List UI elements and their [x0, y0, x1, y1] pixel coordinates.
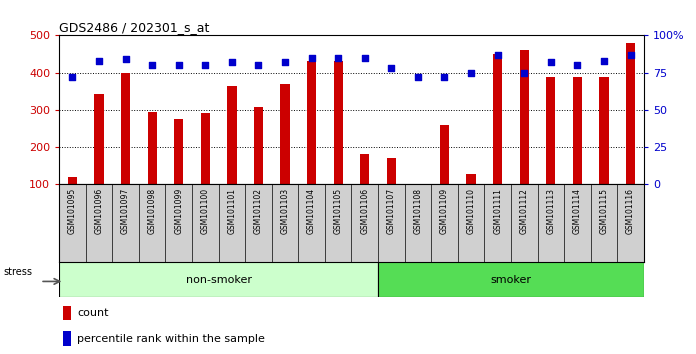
- Bar: [493, 54, 503, 184]
- Text: GDS2486 / 202301_s_at: GDS2486 / 202301_s_at: [59, 21, 209, 34]
- Bar: [519, 50, 529, 184]
- Point: [572, 62, 583, 68]
- Text: GSM101099: GSM101099: [174, 188, 183, 234]
- Point: [359, 55, 370, 61]
- Text: GSM101101: GSM101101: [228, 188, 237, 234]
- Text: smoker: smoker: [491, 275, 532, 285]
- Point: [67, 74, 78, 80]
- Bar: [333, 62, 343, 184]
- Bar: [254, 107, 263, 184]
- Text: GSM101104: GSM101104: [307, 188, 316, 234]
- Text: GSM101103: GSM101103: [280, 188, 290, 234]
- Text: GSM101109: GSM101109: [440, 188, 449, 234]
- Text: GSM101105: GSM101105: [333, 188, 342, 234]
- Point: [599, 58, 610, 63]
- Bar: [280, 85, 290, 184]
- Point: [93, 58, 104, 63]
- Point: [519, 70, 530, 75]
- Bar: [148, 112, 157, 184]
- Text: GSM101095: GSM101095: [68, 188, 77, 234]
- Point: [253, 62, 264, 68]
- Point: [147, 62, 158, 68]
- Bar: [466, 174, 476, 184]
- Text: GSM101106: GSM101106: [361, 188, 370, 234]
- Point: [625, 52, 636, 58]
- Text: GSM101102: GSM101102: [254, 188, 263, 234]
- Bar: [59, 262, 378, 297]
- Bar: [68, 177, 77, 184]
- Text: GSM101096: GSM101096: [95, 188, 104, 234]
- Text: count: count: [77, 308, 109, 318]
- Text: stress: stress: [3, 267, 33, 277]
- Point: [439, 74, 450, 80]
- Point: [492, 52, 503, 58]
- Bar: [174, 119, 184, 184]
- Text: percentile rank within the sample: percentile rank within the sample: [77, 334, 265, 344]
- Text: GSM101114: GSM101114: [573, 188, 582, 234]
- Bar: [378, 262, 644, 297]
- Bar: [387, 158, 396, 184]
- Bar: [440, 125, 449, 184]
- Text: non-smoker: non-smoker: [186, 275, 252, 285]
- Bar: [200, 113, 210, 184]
- Bar: [307, 62, 316, 184]
- Bar: [360, 154, 370, 184]
- Bar: [546, 77, 555, 184]
- Point: [200, 62, 211, 68]
- Text: GSM101116: GSM101116: [626, 188, 635, 234]
- Point: [306, 55, 317, 61]
- Bar: [95, 94, 104, 184]
- Point: [412, 74, 423, 80]
- Bar: [599, 77, 608, 184]
- Text: GSM101111: GSM101111: [493, 188, 502, 234]
- Text: GSM101107: GSM101107: [387, 188, 396, 234]
- Point: [173, 62, 184, 68]
- Bar: [626, 43, 635, 184]
- Bar: [63, 306, 71, 320]
- Point: [226, 59, 237, 65]
- Text: GSM101115: GSM101115: [599, 188, 608, 234]
- Text: GSM101100: GSM101100: [201, 188, 209, 234]
- Point: [386, 65, 397, 71]
- Point: [466, 70, 477, 75]
- Bar: [63, 331, 71, 346]
- Text: GSM101108: GSM101108: [413, 188, 422, 234]
- Bar: [227, 86, 237, 184]
- Text: GSM101098: GSM101098: [148, 188, 157, 234]
- Point: [333, 55, 344, 61]
- Point: [280, 59, 291, 65]
- Text: GSM101113: GSM101113: [546, 188, 555, 234]
- Bar: [121, 73, 130, 184]
- Bar: [573, 77, 582, 184]
- Point: [545, 59, 556, 65]
- Point: [120, 56, 131, 62]
- Text: GSM101112: GSM101112: [520, 188, 529, 234]
- Text: GSM101097: GSM101097: [121, 188, 130, 234]
- Text: GSM101110: GSM101110: [466, 188, 475, 234]
